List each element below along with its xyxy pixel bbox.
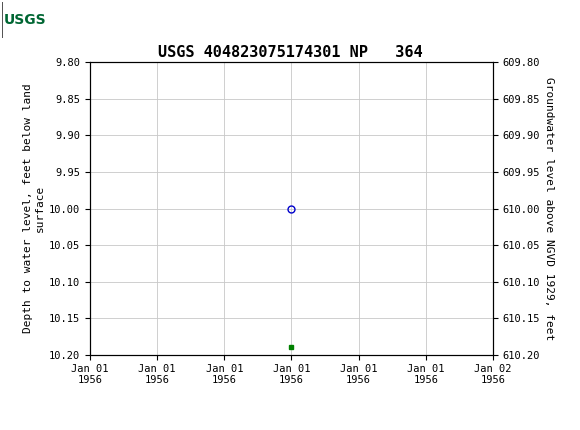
Y-axis label: Depth to water level, feet below land
surface: Depth to water level, feet below land su…	[23, 84, 45, 333]
FancyBboxPatch shape	[3, 4, 52, 36]
Y-axis label: Groundwater level above NGVD 1929, feet: Groundwater level above NGVD 1929, feet	[545, 77, 554, 340]
Bar	[2, 2, 3, 38]
Text: USGS: USGS	[4, 13, 46, 27]
Text: USGS 404823075174301 NP   364: USGS 404823075174301 NP 364	[158, 45, 422, 60]
